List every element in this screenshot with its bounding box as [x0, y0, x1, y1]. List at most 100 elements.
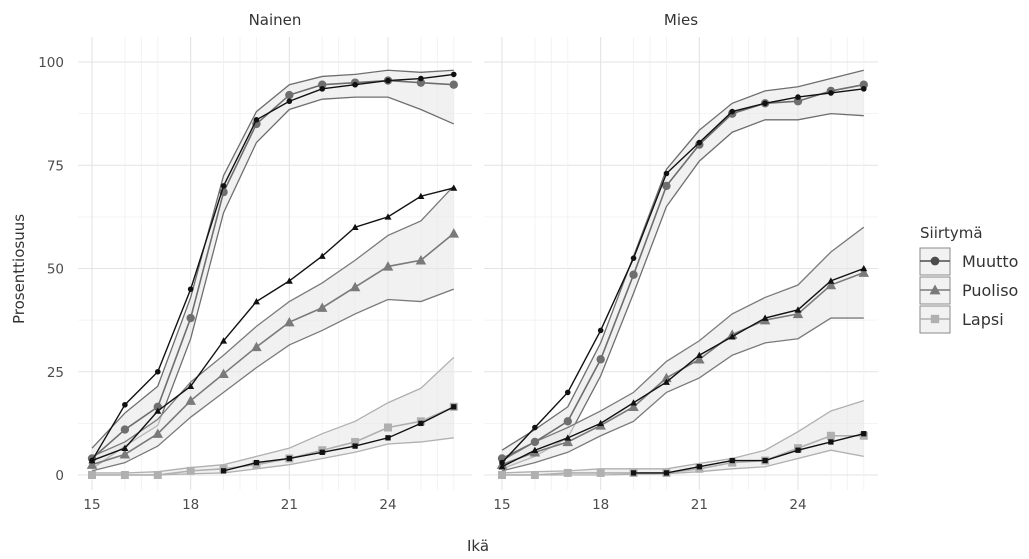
ribbon-upper-muutto [501, 69, 864, 451]
point-puoliso [86, 459, 98, 469]
x-tick-label: 24 [379, 497, 396, 513]
y-tick-label: 75 [47, 158, 64, 174]
reference-point-lapsi-ref [696, 464, 702, 470]
reference-point-puoliso-ref [220, 337, 228, 344]
ribbon-lapsi [502, 400, 864, 475]
reference-point-puoliso-ref [794, 306, 802, 313]
reference-point-muutto-ref [122, 401, 128, 408]
reference-point-puoliso-ref [121, 444, 129, 451]
reference-point-muutto-ref [597, 327, 604, 334]
point-lapsi [530, 471, 539, 479]
reference-point-puoliso-ref [728, 333, 736, 340]
point-puoliso [792, 308, 804, 319]
y-tick-label: 25 [47, 365, 64, 381]
reference-point-lapsi-ref [828, 439, 834, 445]
reference-point-puoliso-ref [860, 265, 868, 272]
reference-point-lapsi-ref [319, 449, 325, 455]
reference-line-muutto-ref [91, 73, 454, 461]
series-line-muutto [501, 83, 864, 460]
point-puoliso [628, 401, 639, 412]
point-lapsi [88, 471, 96, 479]
reference-point-puoliso-ref [597, 419, 605, 427]
point-muutto [859, 80, 868, 89]
panel-title: Mies [664, 11, 698, 29]
reference-line-puoliso-ref [91, 187, 454, 462]
y-tick-label: 100 [38, 55, 64, 71]
point-lapsi [384, 423, 392, 432]
ribbon-puoliso [92, 185, 454, 471]
ribbon-lower-puoliso [91, 288, 455, 472]
point-puoliso [562, 436, 574, 447]
point-lapsi [153, 471, 162, 479]
point-muutto [563, 417, 572, 426]
point-puoliso [694, 354, 705, 364]
y-tick-label: 50 [47, 262, 64, 278]
point-lapsi [351, 437, 360, 446]
panel-title: Nainen [249, 11, 302, 29]
reference-point-muutto-ref [729, 108, 736, 115]
legend: Siirtymä Muutto Puoliso Lapsi [919, 224, 1018, 334]
legend-items: Muutto Puoliso Lapsi [919, 247, 1018, 334]
reference-point-muutto-ref [860, 86, 867, 92]
reference-point-lapsi-ref [663, 470, 670, 476]
ribbon-lower-lapsi [502, 449, 864, 476]
series-line-lapsi [502, 434, 864, 476]
reference-point-muutto-ref [187, 286, 194, 292]
y-tick-label: 0 [55, 468, 64, 484]
reference-point-puoliso-ref [662, 378, 670, 385]
reference-point-puoliso-ref [285, 277, 293, 284]
reference-point-puoliso-ref [630, 399, 638, 406]
reference-point-lapsi-ref [385, 435, 391, 441]
legend-circle-icon [930, 256, 940, 266]
reference-point-puoliso-ref [318, 252, 326, 259]
point-muutto [120, 425, 130, 434]
reference-point-muutto-ref [499, 459, 505, 466]
series-line-puoliso [91, 232, 455, 466]
reference-point-muutto-ref [385, 77, 391, 84]
x-tick-label: 21 [691, 497, 708, 513]
x-tick-label: 21 [281, 497, 298, 513]
point-muutto [629, 270, 638, 279]
point-muutto [596, 355, 605, 364]
point-puoliso [382, 261, 394, 271]
reference-point-puoliso-ref [498, 463, 506, 470]
reference-point-puoliso-ref [88, 457, 96, 464]
panel-mies: Mies 15 18 21 24 [484, 11, 878, 513]
ribbon-upper-lapsi [501, 400, 864, 474]
reference-point-lapsi-ref [795, 447, 801, 453]
point-muutto [285, 90, 294, 100]
point-puoliso [152, 428, 164, 438]
reference-point-muutto-ref [564, 389, 571, 396]
reference-point-muutto-ref [319, 86, 326, 92]
point-puoliso [415, 254, 427, 265]
ribbon-puoliso [502, 227, 864, 471]
series-line-lapsi [92, 406, 455, 476]
legend-triangle-icon [929, 284, 941, 295]
point-muutto [449, 80, 458, 89]
reference-point-puoliso-ref [827, 277, 835, 284]
reference-point-muutto-ref [795, 94, 801, 100]
reference-point-lapsi-ref [729, 457, 735, 464]
reference-point-muutto-ref [253, 117, 260, 123]
ribbon-muutto [502, 70, 864, 469]
reference-point-lapsi-ref [418, 420, 424, 427]
legend-title: Siirtymä [920, 224, 983, 242]
x-tick-label: 18 [592, 497, 609, 513]
point-muutto [793, 97, 803, 106]
point-muutto [186, 313, 195, 323]
reference-point-puoliso-ref [384, 213, 392, 220]
point-lapsi [186, 466, 195, 475]
point-puoliso [858, 267, 870, 277]
point-muutto [530, 437, 540, 447]
reference-point-muutto-ref [762, 100, 768, 107]
reference-point-puoliso-ref [531, 446, 539, 454]
reference-point-muutto-ref [450, 71, 457, 78]
point-puoliso [825, 279, 837, 290]
point-muutto [416, 78, 426, 87]
reference-point-muutto-ref [630, 255, 637, 261]
reference-point-lapsi-ref [630, 470, 637, 476]
point-puoliso [448, 228, 460, 238]
ribbon-lower-puoliso [501, 317, 864, 472]
x-axis-title: Ikä [467, 537, 489, 555]
x-tick-label: 18 [182, 497, 199, 513]
